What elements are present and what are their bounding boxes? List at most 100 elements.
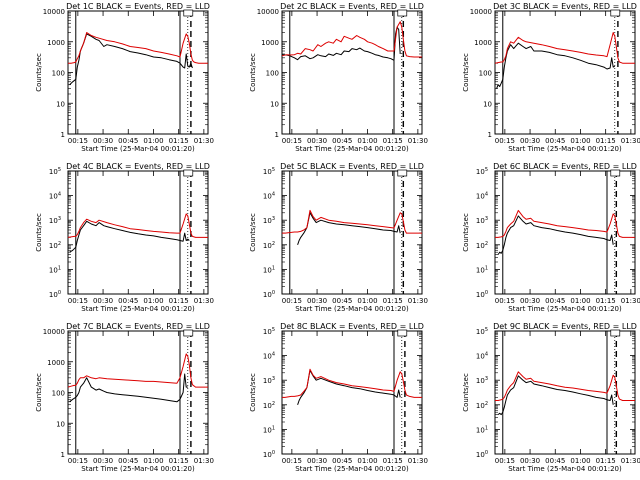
- chart-panel-9: Det 9C BLACK = Events, RED = LLD 100 101 10…: [462, 322, 640, 473]
- x-tick-label: 00:45: [118, 137, 138, 145]
- x-tick-label: 01:00: [357, 137, 377, 145]
- x-tick-label: 00:30: [307, 457, 327, 465]
- y-axis-label: Counts/sec: [249, 53, 257, 92]
- y-tick-label: 102: [263, 241, 275, 250]
- series-lld-line: [281, 21, 422, 58]
- y-tick-label: 104: [263, 352, 275, 361]
- x-tick-label: 01:00: [357, 457, 377, 465]
- y-axis-label: Counts/sec: [249, 213, 257, 252]
- interval-marker: [397, 329, 408, 337]
- series-lld-line: [282, 368, 422, 398]
- x-tick-label: 01:30: [408, 457, 428, 465]
- x-tick-label: 01:15: [596, 457, 616, 465]
- x-tick-label: 00:15: [495, 297, 515, 305]
- chart-panel-6: Det 6C BLACK = Events, RED = LLD 100 101 10…: [462, 162, 640, 313]
- x-tick-label: 00:30: [93, 137, 113, 145]
- y-tick-label: 1: [61, 451, 65, 459]
- y-tick-label: 10: [483, 100, 492, 108]
- x-tick-label: 01:15: [169, 137, 189, 145]
- series-events-line: [69, 373, 188, 403]
- y-axis-label: Counts/sec: [35, 53, 43, 92]
- y-tick-label: 102: [476, 241, 488, 250]
- x-tick-label: 00:45: [545, 457, 565, 465]
- plot-frame: [67, 10, 209, 135]
- y-tick-label: 100: [52, 390, 65, 398]
- y-axis-label: Counts/sec: [462, 373, 470, 412]
- series-lld-line: [67, 213, 208, 238]
- interval-marker: [610, 9, 621, 17]
- y-tick-label: 102: [476, 401, 488, 410]
- y-tick-label: 101: [49, 265, 61, 274]
- y-axis-label: Counts/sec: [462, 213, 470, 252]
- series-events-line: [496, 42, 616, 89]
- x-tick-label: 00:30: [93, 297, 113, 305]
- y-tick-label: 1: [275, 131, 279, 139]
- chart-title: Det 6C BLACK = Events, RED = LLD: [493, 162, 637, 171]
- x-axis-label: Start Time (25-Mar-04 00:01:20): [508, 465, 622, 473]
- x-axis-label: Start Time (25-Mar-04 00:01:20): [295, 465, 409, 473]
- x-tick-label: 01:00: [570, 457, 590, 465]
- x-tick-label: 00:30: [520, 137, 540, 145]
- series-lld-line: [495, 209, 635, 238]
- interval-marker: [610, 169, 621, 177]
- x-tick-label: 01:30: [408, 297, 428, 305]
- x-tick-label: 01:15: [383, 137, 403, 145]
- series-events-line: [497, 375, 614, 416]
- y-tick-label: 104: [49, 192, 61, 201]
- chart-title: Det 5C BLACK = Events, RED = LLD: [280, 162, 424, 171]
- interval-marker: [183, 9, 194, 17]
- y-tick-label: 10000: [257, 8, 279, 16]
- series-events-line: [297, 212, 401, 245]
- y-tick-label: 10000: [43, 328, 65, 336]
- chart-panel-8: Det 8C BLACK = Events, RED = LLD 100 101 10…: [249, 322, 428, 473]
- x-tick-label: 01:15: [596, 137, 616, 145]
- y-tick-label: 101: [263, 265, 275, 274]
- x-tick-label: 01:00: [143, 137, 163, 145]
- x-tick-label: 00:45: [332, 457, 352, 465]
- y-tick-label: 105: [476, 167, 488, 176]
- y-tick-label: 100: [263, 450, 275, 459]
- x-tick-label: 01:00: [570, 137, 590, 145]
- series-events-line: [281, 26, 401, 61]
- plot-frame: [67, 330, 209, 455]
- plot-frame: [494, 10, 636, 135]
- x-tick-label: 00:45: [332, 137, 352, 145]
- chart-title: Det 2C BLACK = Events, RED = LLD: [280, 2, 424, 11]
- x-tick-label: 01:15: [383, 297, 403, 305]
- series-events-line: [69, 220, 190, 253]
- x-tick-label: 00:30: [93, 457, 113, 465]
- y-tick-label: 105: [476, 327, 488, 336]
- x-axis-label: Start Time (25-Mar-04 00:01:20): [295, 305, 409, 313]
- chart-title: Det 4C BLACK = Events, RED = LLD: [66, 162, 210, 171]
- y-tick-label: 104: [476, 352, 488, 361]
- y-tick-label: 10: [56, 100, 65, 108]
- plot-frame: [281, 10, 423, 135]
- x-tick-label: 01:30: [194, 457, 214, 465]
- y-tick-label: 100: [479, 70, 492, 78]
- series-lld-line: [68, 32, 208, 64]
- y-tick-label: 104: [476, 192, 488, 201]
- x-tick-label: 00:45: [118, 457, 138, 465]
- x-tick-label: 01:00: [357, 297, 377, 305]
- plot-frame: [494, 170, 636, 295]
- y-tick-label: 1000: [47, 39, 65, 47]
- x-tick-label: 01:15: [169, 457, 189, 465]
- y-axis-label: Counts/sec: [35, 373, 43, 412]
- x-tick-label: 01:15: [596, 297, 616, 305]
- y-tick-label: 105: [263, 167, 275, 176]
- x-tick-label: 00:15: [282, 297, 302, 305]
- x-tick-label: 01:30: [194, 297, 214, 305]
- y-tick-label: 1000: [261, 39, 279, 47]
- x-tick-label: 00:45: [545, 297, 565, 305]
- y-tick-label: 100: [263, 290, 275, 299]
- x-tick-label: 00:30: [520, 297, 540, 305]
- chart-title: Det 1C BLACK = Events, RED = LLD: [66, 2, 210, 11]
- y-tick-label: 100: [266, 70, 279, 78]
- x-tick-label: 01:30: [408, 137, 428, 145]
- x-tick-label: 01:30: [621, 297, 640, 305]
- y-tick-label: 100: [52, 70, 65, 78]
- x-axis-label: Start Time (25-Mar-04 00:01:20): [295, 145, 409, 153]
- x-tick-label: 00:15: [68, 297, 88, 305]
- x-axis-label: Start Time (25-Mar-04 00:01:20): [508, 145, 622, 153]
